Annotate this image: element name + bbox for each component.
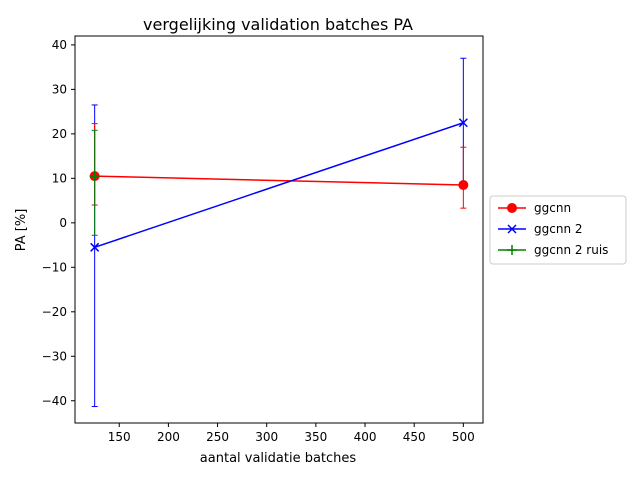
legend-label: ggcnn 2 ruis [534, 243, 608, 257]
x-tick-label: 200 [157, 430, 180, 444]
data-point [90, 242, 100, 252]
x-tick-label: 150 [108, 430, 131, 444]
series-2-errorbars [91, 129, 98, 236]
y-tick-label: −10 [42, 260, 67, 274]
legend-label: ggcnn 2 [534, 222, 583, 236]
series-0-errorbars [91, 123, 467, 209]
legend-item: ggcnn 2 ruis [498, 243, 608, 257]
series-2 [89, 171, 100, 182]
data-point [458, 180, 469, 191]
legend-frame [489, 195, 627, 265]
legend-label: ggcnn [534, 201, 571, 215]
y-tick-label: −20 [42, 305, 67, 319]
data-point [507, 203, 517, 213]
y-tick-label: 20 [52, 127, 67, 141]
series-line [94, 122, 464, 249]
y-tick-label: 10 [52, 171, 67, 185]
y-ticks: −40 −30 −20 −10 0 10 20 30 40 [42, 38, 75, 408]
data-point [458, 118, 468, 128]
series-layer [89, 57, 469, 408]
legend-item: ggcnn 2 [498, 222, 583, 236]
x-tick-label: 400 [354, 430, 377, 444]
plot-axes [74, 35, 484, 424]
legend-item: ggcnn [498, 201, 571, 215]
y-tick-label: −40 [42, 394, 67, 408]
data-point [507, 245, 517, 255]
data-point [507, 224, 517, 234]
y-axis-label: PA [%] [14, 209, 29, 252]
y-tick-label: 0 [59, 216, 67, 230]
x-tick-label: 350 [304, 430, 327, 444]
series-line [94, 175, 464, 186]
x-ticks: 150 200 250 300 350 400 450 500 [108, 423, 475, 444]
y-tick-label: −30 [42, 349, 67, 363]
series-1 [90, 118, 468, 252]
y-tick-label: 30 [52, 82, 67, 96]
series-0 [89, 171, 469, 191]
series-1-errorbars [91, 57, 467, 408]
x-tick-label: 300 [255, 430, 278, 444]
x-tick-label: 500 [452, 430, 475, 444]
y-tick-label: 40 [52, 38, 67, 52]
legend: ggcnn ggcnn 2 ggcnn 2 ruis [489, 195, 627, 265]
x-tick-label: 450 [403, 430, 426, 444]
x-axis-label: aantal validatie batches [200, 451, 357, 466]
chart-title: vergelijking validation batches PA [143, 15, 413, 34]
x-tick-label: 250 [206, 430, 229, 444]
data-point [89, 171, 100, 182]
plot-frame [74, 35, 484, 424]
